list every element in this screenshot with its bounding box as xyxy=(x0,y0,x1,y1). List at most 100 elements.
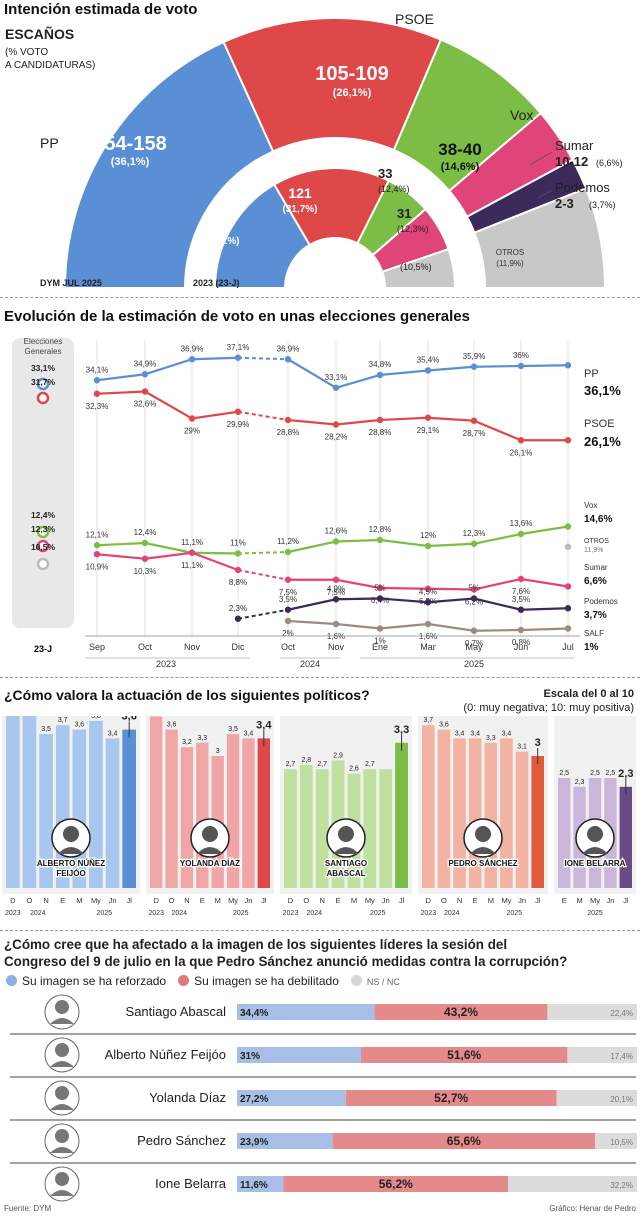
leader-podemos xyxy=(537,189,553,199)
point-salf-5 xyxy=(332,620,340,628)
panel-name-1-0: YOLANDA DÍAZ xyxy=(180,859,240,868)
bar-label-3-3: 3,4 xyxy=(470,730,480,737)
portrait-body-3 xyxy=(470,847,496,854)
row-avatar-body-2 xyxy=(50,1104,74,1110)
bar-3-5 xyxy=(500,738,513,888)
label-salf-8: 0,7% xyxy=(465,639,483,648)
source-note: Fuente: DYM xyxy=(4,1204,52,1213)
label-sumar-1: 10,3% xyxy=(134,567,157,576)
bar-2-0 xyxy=(284,769,297,888)
reference-label: 23-J xyxy=(34,644,52,654)
end-value-psoe: 26,1% xyxy=(584,434,621,449)
label-podemos-7: 4,5% xyxy=(419,587,437,596)
label-psoe-1: 32,6% xyxy=(134,400,157,409)
section3-title: ¿Cómo valora la actuación de los siguien… xyxy=(4,687,370,703)
bar-label-1-6: 3,4 xyxy=(244,730,254,737)
point-pp-9 xyxy=(517,362,525,370)
x-tick-2: Nov xyxy=(184,642,201,652)
point-podemos-9 xyxy=(517,606,525,613)
escanos-sub-1: (% VOTO xyxy=(5,47,49,58)
point-pp-7 xyxy=(424,367,432,374)
point-pp-4 xyxy=(284,356,292,363)
label-psoe-0: 32,3% xyxy=(86,402,109,411)
point-podemos-7 xyxy=(424,599,432,606)
bar-3-7 xyxy=(531,756,544,888)
x-tick-1: Oct xyxy=(138,642,153,652)
bar-cat-0-2: N xyxy=(43,896,48,905)
point-salf-10 xyxy=(564,625,572,632)
year-4-0: 2025 xyxy=(587,910,603,917)
outer-arc-otros xyxy=(473,187,607,289)
label-podemos-5: 4,9% xyxy=(327,584,345,593)
point-psoe-8 xyxy=(470,417,478,424)
label-reforzado-0: 34,4% xyxy=(240,1008,268,1019)
label-vox-2: 11,1% xyxy=(181,538,203,547)
bar-label-1-4: 3 xyxy=(216,748,220,755)
bar-cat-0-7: Jl xyxy=(126,896,132,905)
bar-1-2 xyxy=(180,747,194,888)
row-avatar-body-3 xyxy=(50,1147,74,1153)
label-vox-8: 12,3% xyxy=(463,529,486,538)
label-psoe-8: 28,7% xyxy=(463,429,486,438)
reference-marker-4 xyxy=(36,557,50,571)
label-nsnc-0: 22,4% xyxy=(610,1009,633,1018)
label-pp-5: 33,1% xyxy=(325,373,348,382)
outer-pct-podemos: (3,7%) xyxy=(589,200,616,210)
point-salf-6 xyxy=(376,625,384,632)
point-podemos-10 xyxy=(564,605,572,612)
point-sumar-0 xyxy=(93,551,101,558)
outer-seats-psoe: 105-109 xyxy=(315,63,388,85)
point-vox-8 xyxy=(470,540,478,547)
divider-1 xyxy=(0,297,640,298)
bar-debilitado-3 xyxy=(332,1133,595,1149)
point-vox-3 xyxy=(234,550,242,557)
end-name-vox: Vox xyxy=(584,501,597,510)
label-pp-6: 34,8% xyxy=(369,360,392,369)
year-3-0: 2023 xyxy=(421,910,437,917)
point-sumar-5 xyxy=(332,576,340,583)
end-value-podemos: 3,7% xyxy=(584,610,607,621)
row-avatar-head-3 xyxy=(55,1129,69,1143)
bar-2-2 xyxy=(315,769,329,888)
bar-cat-2-2: N xyxy=(319,896,324,905)
label-podemos-9: 3,5% xyxy=(512,595,530,604)
reference-marker-2 xyxy=(36,525,50,539)
bar-debilitado-1 xyxy=(361,1047,568,1063)
label-psoe-4: 28,8% xyxy=(277,428,300,437)
row-name-2: Yolanda Díaz xyxy=(149,1090,226,1105)
portrait-body-1 xyxy=(197,847,223,854)
point-psoe-6 xyxy=(376,416,384,424)
bar-nsnc-0 xyxy=(547,1004,637,1020)
reference-marker-0 xyxy=(36,377,50,391)
point-sumar-10 xyxy=(564,583,572,590)
label-podemos-6: 5% xyxy=(374,584,386,593)
bar-0-0 xyxy=(6,716,20,888)
end-value-pp: 36,1% xyxy=(584,383,621,398)
bar-label-4-1: 2,3 xyxy=(575,779,585,786)
bar-label-3-2: 3,4 xyxy=(455,730,465,737)
bar-3-2 xyxy=(453,738,466,888)
label-sumar-2: 11,1% xyxy=(181,561,203,570)
label-salf-6: 1% xyxy=(374,637,386,646)
bar-label-0-3: 3,7 xyxy=(58,717,68,724)
label-vox-5: 12,6% xyxy=(325,527,348,536)
bar-label-1-7: 3,4 xyxy=(256,719,272,731)
bar-1-0 xyxy=(150,716,163,888)
point-vox-4 xyxy=(284,548,292,556)
point-sumar-6 xyxy=(376,584,384,592)
bar-cat-0-5: My xyxy=(91,896,101,905)
bar-2-5 xyxy=(363,769,377,888)
label-pp-8: 35,9% xyxy=(463,352,486,361)
label-psoe-2: 29% xyxy=(184,427,200,436)
credit-note: Gráfico: Henar de Pedro xyxy=(549,1204,636,1213)
impact-stacked-bars: Santiago Abascal 34,4% 43,2% 22,4% Alberto N… xyxy=(10,994,637,1202)
outer-pct-sumar: (6,6%) xyxy=(596,158,623,168)
portrait-head-0 xyxy=(63,826,79,842)
year-label-2023: 2023 xyxy=(156,659,176,669)
bar-cat-2-3: E xyxy=(336,896,341,905)
bar-debilitado-2 xyxy=(345,1090,557,1106)
label-psoe-5: 28,2% xyxy=(325,433,348,442)
label-podemos-3: 2,3% xyxy=(229,604,247,613)
escanos-sub-2: A CANDIDATURAS) xyxy=(5,60,96,71)
end-name-sumar: Sumar xyxy=(584,563,608,572)
